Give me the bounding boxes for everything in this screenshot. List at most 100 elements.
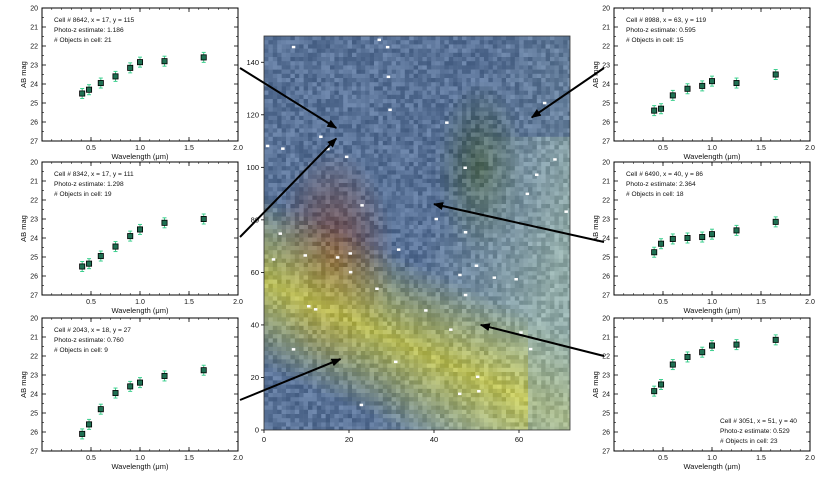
- map-cell: [347, 300, 353, 306]
- map-cell: [514, 115, 520, 121]
- map-cell: [563, 57, 568, 62]
- map-cell: [528, 304, 533, 310]
- map-cell: [277, 78, 282, 83]
- map-cell: [316, 304, 322, 310]
- map-cell: [404, 204, 410, 209]
- map-cell: [466, 61, 472, 66]
- map-cell: [536, 199, 542, 205]
- map-cell: [422, 120, 428, 125]
- map-cell: [400, 183, 406, 188]
- map-cell: [400, 157, 406, 163]
- map-cell: [378, 225, 384, 230]
- map-cell: [369, 178, 375, 184]
- map-cell: [286, 288, 291, 293]
- map-cell: [272, 330, 278, 335]
- map-cell: [303, 162, 309, 167]
- map-cell: [409, 178, 414, 184]
- map-cell: [497, 237, 502, 243]
- map-cell: [431, 141, 436, 146]
- map-cell: [374, 157, 379, 163]
- map-cell: [523, 157, 529, 163]
- map-cell: [567, 178, 570, 184]
- map-cell: [286, 36, 291, 41]
- map-cell: [484, 225, 489, 230]
- map-cell: [488, 36, 494, 41]
- map-cell: [316, 132, 322, 138]
- map-cell: [506, 237, 511, 243]
- map-cell: [488, 204, 494, 209]
- map-cell: [356, 115, 362, 121]
- map-cell: [281, 115, 287, 121]
- map-cell: [523, 275, 529, 280]
- map-cell: [325, 246, 331, 251]
- map-cell: [308, 149, 313, 154]
- map-cell: [347, 149, 353, 154]
- map-cell: [536, 250, 542, 255]
- map-cell: [378, 237, 384, 243]
- map-cell: [550, 69, 555, 75]
- map-cell: [501, 317, 507, 322]
- map-cell: [347, 69, 353, 75]
- map-cell: [360, 124, 366, 129]
- map-cell: [308, 325, 313, 331]
- map-cell: [277, 183, 282, 188]
- map-cell: [343, 254, 348, 259]
- map-cell: [286, 120, 291, 125]
- map-cell: [409, 325, 414, 331]
- map-cell: [444, 313, 450, 318]
- map-cell: [536, 128, 542, 133]
- map-cell: [488, 78, 494, 83]
- map-cell: [488, 246, 494, 251]
- map-cell: [382, 183, 388, 188]
- map-cell: [444, 288, 450, 293]
- map-cell: [440, 94, 445, 100]
- map-cell: [365, 44, 370, 49]
- map-cell: [347, 304, 353, 310]
- map-cell: [360, 300, 366, 306]
- map-cell: [475, 111, 480, 117]
- map-cell: [563, 107, 568, 112]
- map-cell: [528, 199, 533, 205]
- map-cell: [462, 132, 467, 138]
- map-cell: [497, 57, 502, 62]
- map-cell: [264, 149, 269, 154]
- map-cell: [492, 90, 498, 96]
- map-cell: [501, 258, 507, 264]
- map-cell: [413, 107, 419, 112]
- map-cell: [268, 86, 274, 91]
- map-cell: [497, 107, 502, 112]
- map-cell: [369, 283, 375, 289]
- map-cell: [382, 48, 388, 54]
- map-cell: [558, 321, 564, 327]
- map-cell: [303, 115, 309, 121]
- map-cell: [545, 313, 551, 318]
- map-cell: [400, 36, 406, 41]
- map-cell: [365, 300, 370, 306]
- map-cell: [396, 216, 401, 222]
- map-cell: [330, 57, 335, 62]
- map-cell: [325, 174, 331, 180]
- map-cell: [514, 124, 520, 129]
- map-cell: [290, 136, 296, 142]
- map-cell: [514, 183, 520, 188]
- map-cell: [294, 136, 300, 142]
- map-cell: [365, 149, 370, 154]
- map-cell: [303, 90, 309, 96]
- map-cell: [308, 40, 313, 45]
- map-cell: [550, 296, 555, 301]
- map-cell: [387, 141, 392, 146]
- map-cell: [545, 115, 551, 121]
- map-cell: [567, 254, 570, 259]
- map-cell: [563, 99, 568, 104]
- map-cell: [470, 317, 476, 322]
- map-cell: [426, 107, 432, 112]
- map-cell: [462, 178, 467, 184]
- map-cell: [563, 309, 568, 314]
- map-cell: [321, 187, 326, 192]
- map-cell: [382, 145, 388, 150]
- map-cell: [404, 241, 410, 247]
- map-cell: [369, 107, 375, 112]
- map-cell: [563, 166, 568, 171]
- map-cell: [545, 69, 551, 75]
- map-cell: [440, 300, 445, 306]
